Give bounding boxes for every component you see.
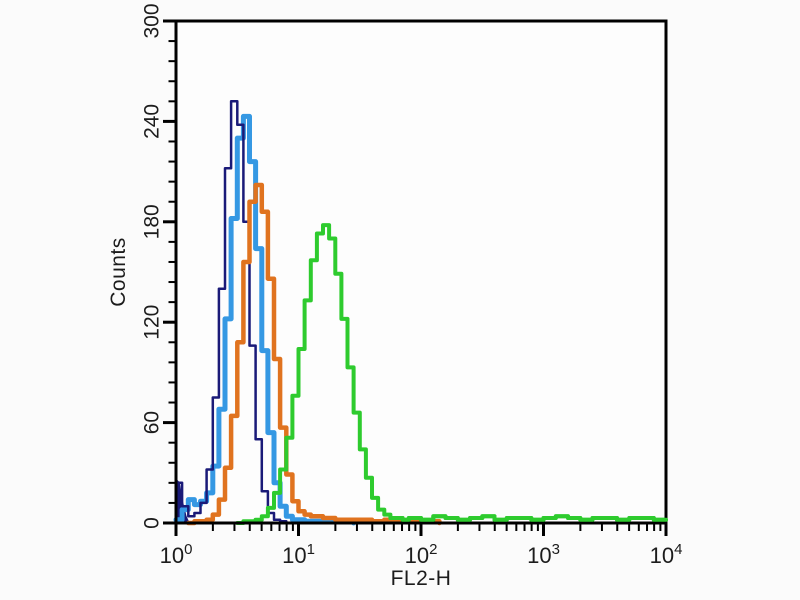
plot-border	[174, 19, 668, 525]
x-tick-label: 101	[282, 541, 315, 568]
curve-green-tail	[388, 514, 668, 522]
curve-navy	[174, 100, 300, 525]
y-tick-label: 300	[141, 3, 164, 38]
y-tick-label: 180	[141, 204, 164, 239]
x-tick-label: 104	[650, 541, 683, 568]
y-tick-label: 240	[141, 104, 164, 139]
y-tick-label: 60	[141, 411, 164, 434]
x-axis-title: FL2-H	[390, 567, 452, 590]
y-tick-label: 0	[141, 517, 164, 529]
curve-orange	[186, 182, 442, 526]
x-tick-label: 103	[527, 541, 560, 568]
y-tick-label: 120	[141, 305, 164, 340]
x-tick-label: 100	[160, 541, 193, 568]
y-axis-title: Counts	[107, 237, 130, 307]
x-tick-label: 102	[405, 541, 438, 568]
